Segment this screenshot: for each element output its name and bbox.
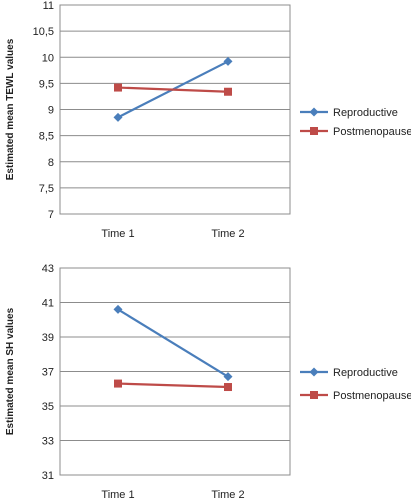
legend-item-postmenopause: Postmenopause	[300, 390, 411, 402]
legend-label: Postmenopause	[333, 390, 411, 402]
y-tick-label: 10	[42, 52, 54, 64]
x-tick-label: Time 2	[211, 489, 244, 500]
y-tick-label: 31	[42, 470, 54, 482]
y-tick-label: 33	[42, 436, 54, 448]
y-tick-label: 7,5	[39, 183, 54, 195]
series-postmenopause	[114, 379, 232, 392]
y-tick-label: 9,5	[39, 78, 54, 90]
legend-item-reproductive: Reproductive	[300, 107, 398, 119]
y-tick-label: 39	[42, 332, 54, 344]
series-postmenopause	[114, 83, 232, 96]
x-tick-label: Time 2	[211, 228, 244, 240]
y-tick-label: 10,5	[33, 26, 54, 38]
y-tick-label: 7	[48, 209, 54, 221]
y-tick-label: 8	[48, 157, 54, 169]
data-point	[113, 112, 123, 122]
data-point	[113, 304, 123, 314]
y-tick-label: 8,5	[39, 131, 54, 143]
data-point	[223, 56, 233, 66]
legend-item-postmenopause: Postmenopause	[300, 126, 411, 138]
data-point	[114, 379, 122, 388]
data-point	[224, 383, 232, 392]
plot-area-border	[59, 267, 291, 476]
y-tick-label: 11	[43, 0, 54, 12]
data-point	[223, 372, 233, 382]
plot-area-border	[59, 4, 291, 215]
data-point	[114, 83, 122, 92]
series-line	[117, 308, 229, 378]
legend-label: Reproductive	[333, 367, 398, 379]
legend-item-reproductive: Reproductive	[300, 367, 398, 379]
y-axis-title: Estimated mean SH values	[5, 307, 16, 435]
series-line	[117, 86, 229, 93]
x-tick-label: Time 1	[101, 228, 134, 240]
y-tick-label: 35	[42, 401, 54, 413]
legend-swatch-marker	[309, 107, 319, 117]
series-line	[117, 382, 229, 389]
y-tick-label: 37	[42, 367, 54, 379]
legend-swatch-marker	[310, 127, 318, 135]
data-point	[224, 87, 232, 96]
legend-label: Reproductive	[333, 107, 398, 119]
legend-swatch-marker	[310, 391, 318, 399]
chart-sh: 31 33 35 37 39 41 43 Time 1 Time 2 Estimated mean…	[5, 263, 411, 500]
legend-swatch-marker	[309, 367, 319, 377]
y-axis-title: Estimated mean TEWL values	[5, 38, 16, 180]
y-tick-label: 9	[48, 105, 54, 117]
x-tick-label: Time 1	[101, 489, 134, 500]
legend-label: Postmenopause	[333, 126, 411, 138]
y-tick-label: 41	[42, 298, 54, 310]
chart-tewl: 7 7,5 8 8,5 9 9,5 10 10,5 11 Time 1 Time 2 Estimate…	[5, 0, 411, 240]
y-tick-label: 43	[42, 263, 54, 275]
series-reproductive	[113, 304, 233, 382]
